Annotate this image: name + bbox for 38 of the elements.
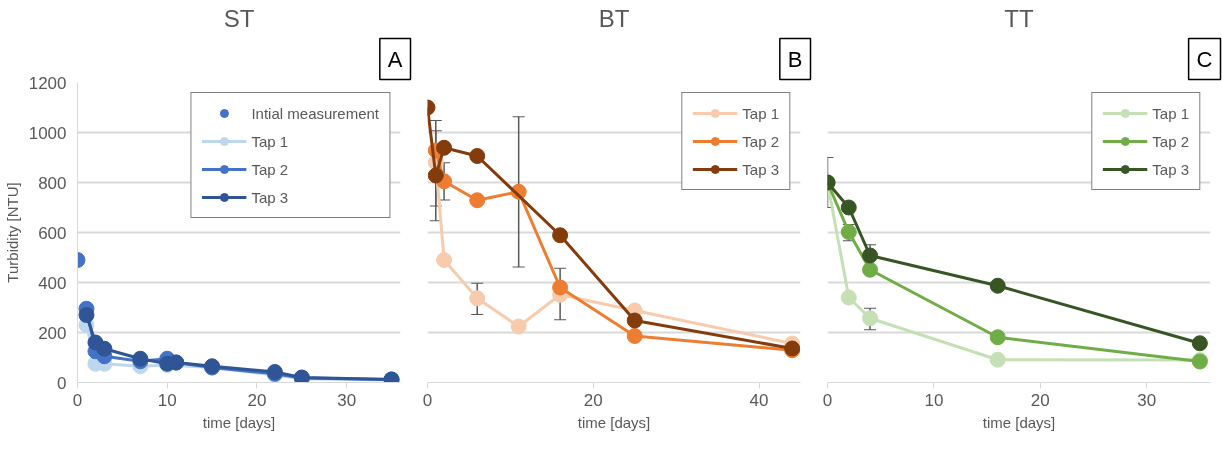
y-axis-title: Turbidity [NTU] bbox=[3, 182, 21, 283]
legend-label: Tap 2 bbox=[251, 160, 289, 178]
x-tick-label: 20 bbox=[247, 390, 267, 410]
x-axis-title: time [days] bbox=[577, 413, 651, 431]
legend-label: Tap 2 bbox=[1152, 132, 1189, 150]
text: A bbox=[387, 46, 403, 72]
legend-label: Tap 3 bbox=[251, 188, 289, 206]
x-tick-label: 0 bbox=[822, 390, 833, 410]
text: B bbox=[787, 46, 803, 72]
y-tick-label: 800 bbox=[38, 173, 67, 193]
x-tick-label: 30 bbox=[1137, 390, 1157, 410]
y-tick-label: 200 bbox=[38, 323, 67, 343]
x-tick-label: 0 bbox=[422, 390, 433, 410]
y-tick-label: 0 bbox=[57, 373, 67, 393]
y-tick-label: 600 bbox=[38, 223, 67, 243]
chart-title: TT bbox=[1004, 4, 1034, 32]
y-tick-label: 400 bbox=[38, 273, 67, 293]
legend-label: Tap 3 bbox=[1152, 160, 1189, 178]
legend-label: Tap 1 bbox=[742, 104, 779, 122]
legend-label: Tap 2 bbox=[742, 132, 779, 150]
y-tick-label: 1000 bbox=[28, 123, 67, 143]
text: C bbox=[1196, 46, 1213, 72]
legend-label: Tap 3 bbox=[742, 160, 779, 178]
x-tick-label: 30 bbox=[337, 390, 357, 410]
legend-label: Tap 1 bbox=[251, 132, 289, 150]
y-tick-label: 1200 bbox=[28, 73, 67, 93]
x-tick-label: 0 bbox=[72, 390, 83, 410]
x-tick-label: 40 bbox=[749, 390, 769, 410]
x-axis-title: time [days] bbox=[982, 413, 1056, 431]
x-axis-title: time [days] bbox=[202, 413, 276, 431]
legend-label: Tap 1 bbox=[1152, 104, 1189, 122]
chart-title: BT bbox=[598, 4, 630, 32]
chart-title: ST bbox=[223, 4, 255, 32]
x-tick-label: 20 bbox=[1030, 390, 1050, 410]
x-tick-label: 10 bbox=[924, 390, 944, 410]
x-tick-label: 20 bbox=[583, 390, 603, 410]
x-tick-label: 10 bbox=[157, 390, 177, 410]
legend-label: Intial measurement bbox=[251, 104, 379, 122]
